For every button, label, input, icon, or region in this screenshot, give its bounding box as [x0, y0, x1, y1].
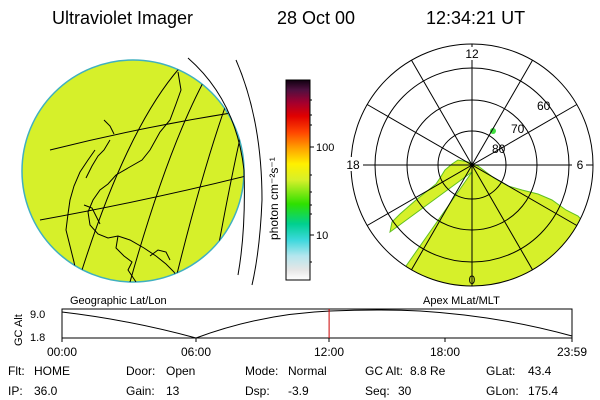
- geographic-image-disk: [21, 59, 245, 283]
- status-flt-label: Flt:: [8, 364, 25, 378]
- magnetic-polar-plot: 12 0 18 6 60 70 80: [343, 43, 594, 287]
- polar-spot: [490, 128, 496, 134]
- status-dsp-value: -3.9: [288, 384, 309, 398]
- colorbar-label-10: 10: [316, 230, 328, 242]
- status-gain-value: 13: [166, 384, 180, 398]
- colorbar-unit-label: photon cm⁻²s⁻¹: [267, 157, 281, 240]
- status-door-label: Door:: [126, 364, 155, 378]
- status-glat-value: 43.4: [528, 364, 552, 378]
- timeline-xtick-0600: 06:00: [181, 345, 211, 359]
- geographic-caption: Geographic Lat/Lon: [70, 295, 167, 307]
- mlt-label-6: 6: [577, 158, 584, 172]
- apex-caption: Apex MLat/MLT: [423, 295, 500, 307]
- timeline-xtick-0000: 00:00: [47, 345, 77, 359]
- status-ip-value: 36.0: [34, 384, 58, 398]
- status-ip-label: IP:: [8, 384, 23, 398]
- app-title: Ultraviolet Imager: [52, 8, 193, 28]
- status-seq-label: Seq:: [365, 384, 390, 398]
- timeline-xtick-1800: 18:00: [430, 345, 460, 359]
- mlat-label-80: 80: [492, 142, 506, 156]
- timeline-ytick-high: 9.0: [30, 309, 45, 321]
- status-dsp-label: Dsp:: [245, 384, 270, 398]
- timeline-xtick-2359: 23:59: [557, 345, 587, 359]
- geographic-map: [21, 57, 263, 286]
- status-glat-label: GLat:: [486, 364, 515, 378]
- status-mode-label: Mode:: [245, 364, 278, 378]
- status-gcalt-value: 8.8 Re: [410, 364, 446, 378]
- status-gain-label: Gain:: [126, 384, 155, 398]
- timeline-xtick-1200: 12:00: [314, 345, 344, 359]
- timeline-axis-label: GC Alt: [13, 314, 25, 346]
- status-glon-value: 175.4: [528, 384, 558, 398]
- mlt-label-0: 0: [469, 273, 476, 287]
- status-seq-value: 30: [398, 384, 412, 398]
- mlat-label-60: 60: [537, 99, 551, 113]
- status-block: Flt: HOME Door: Open Mode: Normal GC Alt…: [8, 364, 558, 398]
- status-gcalt-label: GC Alt:: [365, 364, 403, 378]
- gc-altitude-curve: [61, 309, 573, 339]
- colorbar-label-100: 100: [316, 142, 334, 154]
- status-glon-label: GLon:: [486, 384, 519, 398]
- status-flt-value: HOME: [34, 364, 70, 378]
- mlt-label-12: 12: [465, 47, 479, 61]
- status-door-value: Open: [166, 364, 195, 378]
- colorbar-gradient: [285, 79, 311, 281]
- timeline-ytick-low: 1.8: [30, 332, 45, 344]
- header-date: 28 Oct 00: [277, 8, 355, 28]
- gc-altitude-timeline: GC Alt 9.0 1.8 00:00 06:00 12:00 18:00 2…: [13, 308, 587, 359]
- mlt-label-18: 18: [346, 158, 360, 172]
- mlat-label-70: 70: [511, 122, 525, 136]
- status-mode-value: Normal: [288, 364, 327, 378]
- timeline-frame: [61, 308, 573, 339]
- intensity-colorbar: 100 10 photon cm⁻²s⁻¹: [267, 79, 334, 281]
- header-time: 12:34:21 UT: [426, 8, 525, 28]
